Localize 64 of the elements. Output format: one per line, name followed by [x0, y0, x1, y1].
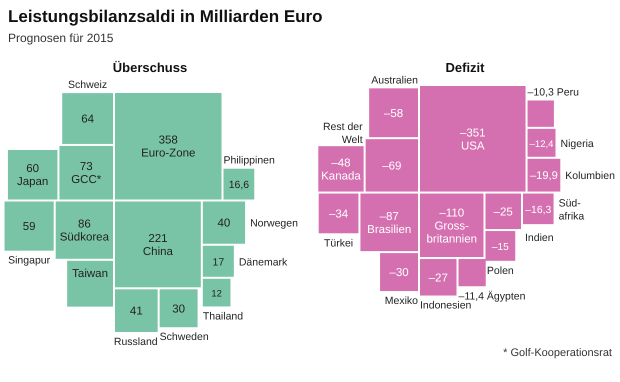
- data-label: –110: [439, 207, 464, 220]
- category-label: Rest der Welt: [322, 121, 364, 146]
- category-label: Gross- britannien: [426, 220, 477, 246]
- category-label: Euro-Zone: [141, 148, 196, 160]
- data-label: –25: [494, 206, 513, 218]
- data-label: 30: [172, 303, 186, 316]
- data-label: –27: [428, 272, 448, 284]
- category-label: Russland: [114, 336, 158, 348]
- data-label: –69: [382, 160, 402, 172]
- data-label: 73: [80, 161, 93, 174]
- category-label: Türkei: [324, 237, 354, 250]
- data-label: 221: [148, 232, 168, 245]
- category-label: Japan: [17, 176, 48, 188]
- data-label: 17: [212, 256, 224, 268]
- data-label: 59: [22, 221, 36, 234]
- category-label: Kanada: [321, 170, 362, 182]
- category-label: Nigeria: [560, 138, 594, 150]
- data-label: –58: [384, 108, 404, 120]
- category-label: Ägypten: [486, 290, 526, 302]
- category-label: Philippinen: [223, 154, 276, 167]
- data-label: –34: [328, 208, 349, 220]
- data-label: –351: [460, 127, 486, 140]
- data-label: –16,3: [525, 204, 552, 216]
- data-label: 64: [81, 114, 95, 126]
- data-label: –15: [492, 242, 510, 253]
- category-label: Mexiko: [384, 295, 418, 308]
- data-label: –19,9: [530, 170, 558, 182]
- category-label: Brasilien: [367, 224, 412, 236]
- data-label: 16,6: [228, 180, 250, 192]
- data-label: 40: [218, 218, 230, 230]
- category-label: Peru: [556, 86, 580, 98]
- category-label: Schweden: [160, 331, 209, 344]
- text: Überschuss: [112, 60, 188, 75]
- text: * Golf-Kooperationsrat: [503, 347, 612, 359]
- category-label: Südkorea: [60, 232, 110, 244]
- text: Prognosen für 2015: [8, 31, 114, 45]
- category-label: USA: [460, 140, 485, 152]
- category-label: Thailand: [202, 310, 244, 322]
- category-label: Dänemark: [238, 256, 288, 268]
- data-label: –87: [380, 210, 399, 223]
- category-label: Schweiz: [68, 79, 108, 92]
- data-label: 86: [78, 218, 91, 231]
- category-label: Süd- afrika: [558, 197, 584, 222]
- data-label: –12,4: [530, 138, 554, 150]
- data-label: –48: [331, 157, 351, 170]
- data-label: 12: [211, 288, 222, 299]
- category-label: Kolumbien: [565, 170, 616, 182]
- data-label: –11,4: [458, 290, 484, 302]
- data-label: 358: [158, 134, 178, 147]
- text: Leistungsbilanzsaldi in Milliarden Euro: [8, 7, 323, 26]
- category-label: Taiwan: [72, 268, 108, 280]
- text: Defizit: [446, 60, 486, 75]
- category-label: Singapur: [8, 254, 51, 267]
- category-label: Australien: [371, 74, 418, 86]
- category-label: Indien: [524, 232, 554, 244]
- category-label: China: [142, 246, 174, 258]
- category-label: Polen: [486, 264, 514, 277]
- data-label: 41: [130, 306, 143, 318]
- category-label: GCC*: [71, 174, 102, 186]
- category-label: Norwegen: [250, 218, 298, 230]
- data-label: –30: [389, 267, 409, 280]
- category-label: Indonesien: [420, 300, 472, 312]
- data-label: –10,3: [528, 86, 554, 98]
- data-label: 60: [26, 163, 40, 176]
